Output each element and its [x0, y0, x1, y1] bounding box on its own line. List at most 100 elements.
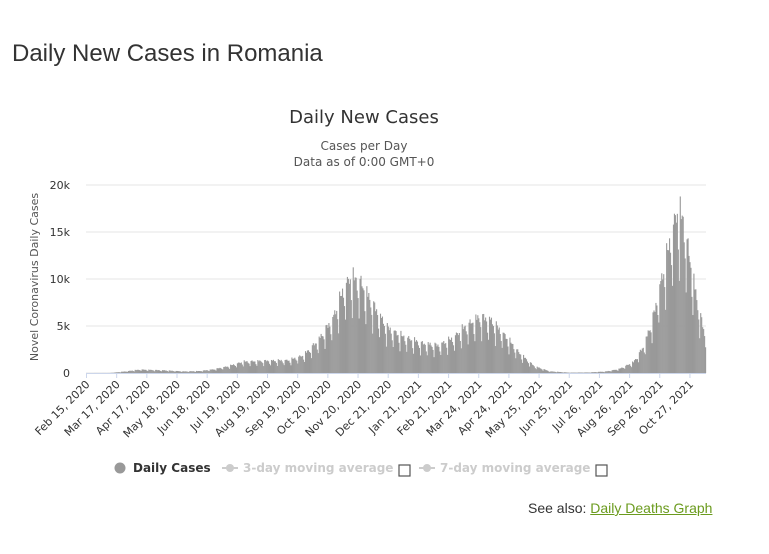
daily-cases-bar — [671, 285, 674, 373]
daily-cases-bar — [545, 370, 547, 373]
daily-cases-bar — [658, 322, 660, 373]
daily-cases-bar — [522, 362, 524, 373]
daily-cases-bar — [320, 333, 322, 373]
daily-cases-bar — [305, 352, 308, 373]
daily-cases-bar — [539, 368, 541, 373]
daily-cases-bar — [168, 370, 170, 373]
daily-cases-bar — [414, 337, 416, 373]
daily-cases-bar — [269, 365, 272, 373]
daily-cases-bar — [640, 350, 642, 373]
daily-cases-bar — [560, 371, 562, 373]
daily-cases-bar — [355, 277, 357, 373]
daily-cases-bar — [229, 368, 231, 373]
daily-cases-bar — [593, 372, 595, 373]
daily-cases-bar — [247, 362, 249, 373]
daily-cases-bar — [153, 370, 155, 373]
daily-cases-bar — [625, 365, 627, 373]
daily-cases-bar — [484, 320, 486, 373]
daily-cases-bar — [428, 344, 430, 373]
daily-cases-series[interactable] — [88, 196, 707, 373]
daily-cases-bar — [457, 335, 459, 373]
daily-cases-bar — [281, 361, 283, 373]
daily-cases-bar — [294, 357, 296, 373]
daily-cases-bar — [198, 371, 201, 373]
daily-cases-bar — [423, 343, 425, 373]
daily-cases-bar — [216, 368, 218, 373]
daily-cases-bar — [238, 362, 240, 373]
daily-cases-bar — [210, 369, 212, 373]
legend-item-3day-average[interactable]: 3-day moving average — [222, 461, 393, 475]
daily-cases-bar — [500, 341, 502, 373]
daily-deaths-graph-link[interactable]: Daily Deaths Graph — [590, 500, 713, 516]
daily-cases-bar — [603, 372, 605, 373]
daily-cases-bar — [343, 306, 346, 373]
daily-cases-bar — [406, 351, 408, 373]
daily-cases-bar — [188, 371, 190, 373]
daily-cases-bar — [470, 323, 472, 373]
daily-cases-bar — [669, 252, 672, 373]
daily-cases-bar — [156, 369, 158, 373]
daily-cases-bar — [585, 372, 587, 373]
daily-cases-bar — [525, 359, 528, 373]
daily-cases-bar — [431, 346, 433, 373]
daily-cases-bar — [184, 371, 186, 373]
daily-cases-bar — [689, 262, 691, 373]
daily-cases-bar — [197, 370, 200, 373]
daily-cases-bar — [426, 355, 428, 373]
daily-cases-bar — [222, 369, 224, 373]
daily-cases-bar — [642, 347, 644, 373]
daily-cases-bar — [131, 370, 133, 373]
y-tick-label: 20k — [50, 179, 71, 192]
daily-cases-bar — [469, 319, 471, 373]
daily-cases-bar — [291, 357, 293, 373]
legend-checkbox-7day[interactable] — [595, 464, 608, 477]
daily-cases-bar — [206, 370, 208, 373]
daily-cases-bar — [296, 360, 298, 373]
daily-cases-bar — [634, 359, 637, 373]
daily-cases-bar — [479, 322, 481, 373]
daily-cases-bar — [391, 340, 393, 373]
daily-cases-bar — [134, 369, 136, 373]
daily-cases-bar — [240, 362, 242, 373]
legend-checkbox-3day[interactable] — [398, 464, 411, 477]
daily-cases-bar — [666, 243, 668, 373]
daily-cases-bar — [337, 319, 339, 373]
daily-cases-bar — [626, 364, 628, 373]
daily-cases-bar — [488, 316, 491, 373]
daily-cases-bar — [169, 370, 171, 373]
daily-cases-bar — [696, 300, 698, 373]
daily-cases-bar — [408, 336, 410, 373]
daily-cases-bar — [359, 278, 361, 373]
daily-cases-bar — [303, 359, 305, 373]
daily-cases-bar — [274, 361, 276, 373]
legend-item-daily-cases[interactable]: Daily Cases — [114, 461, 211, 475]
daily-cases-bar — [591, 372, 593, 373]
daily-cases-bar — [471, 323, 473, 373]
legend-item-7day-average[interactable]: 7-day moving average — [419, 461, 590, 475]
daily-cases-bar — [163, 370, 165, 373]
daily-cases-bar — [246, 361, 248, 373]
daily-cases-bar — [136, 369, 138, 373]
daily-cases-bar — [364, 311, 366, 373]
daily-cases-bar — [194, 371, 196, 373]
daily-cases-bar — [460, 348, 462, 373]
daily-cases-bar — [663, 274, 665, 373]
daily-cases-bar — [221, 368, 223, 373]
daily-cases-bar — [675, 222, 677, 373]
daily-cases-bar — [699, 338, 701, 373]
daily-cases-bar — [167, 371, 169, 373]
daily-cases-bar — [369, 299, 371, 373]
daily-cases-bar — [236, 363, 238, 373]
daily-cases-bar — [404, 341, 406, 373]
daily-cases-bar — [552, 371, 554, 373]
daily-cases-bar — [705, 347, 707, 373]
daily-cases-bar — [141, 369, 143, 373]
daily-cases-bar — [587, 372, 589, 373]
daily-cases-bar — [311, 345, 313, 373]
daily-cases-bar — [371, 314, 373, 373]
daily-cases-bar — [154, 371, 156, 373]
daily-cases-bar — [319, 337, 321, 373]
daily-cases-bar — [155, 369, 157, 373]
daily-cases-bar — [589, 372, 591, 373]
daily-cases-bar — [316, 349, 318, 373]
